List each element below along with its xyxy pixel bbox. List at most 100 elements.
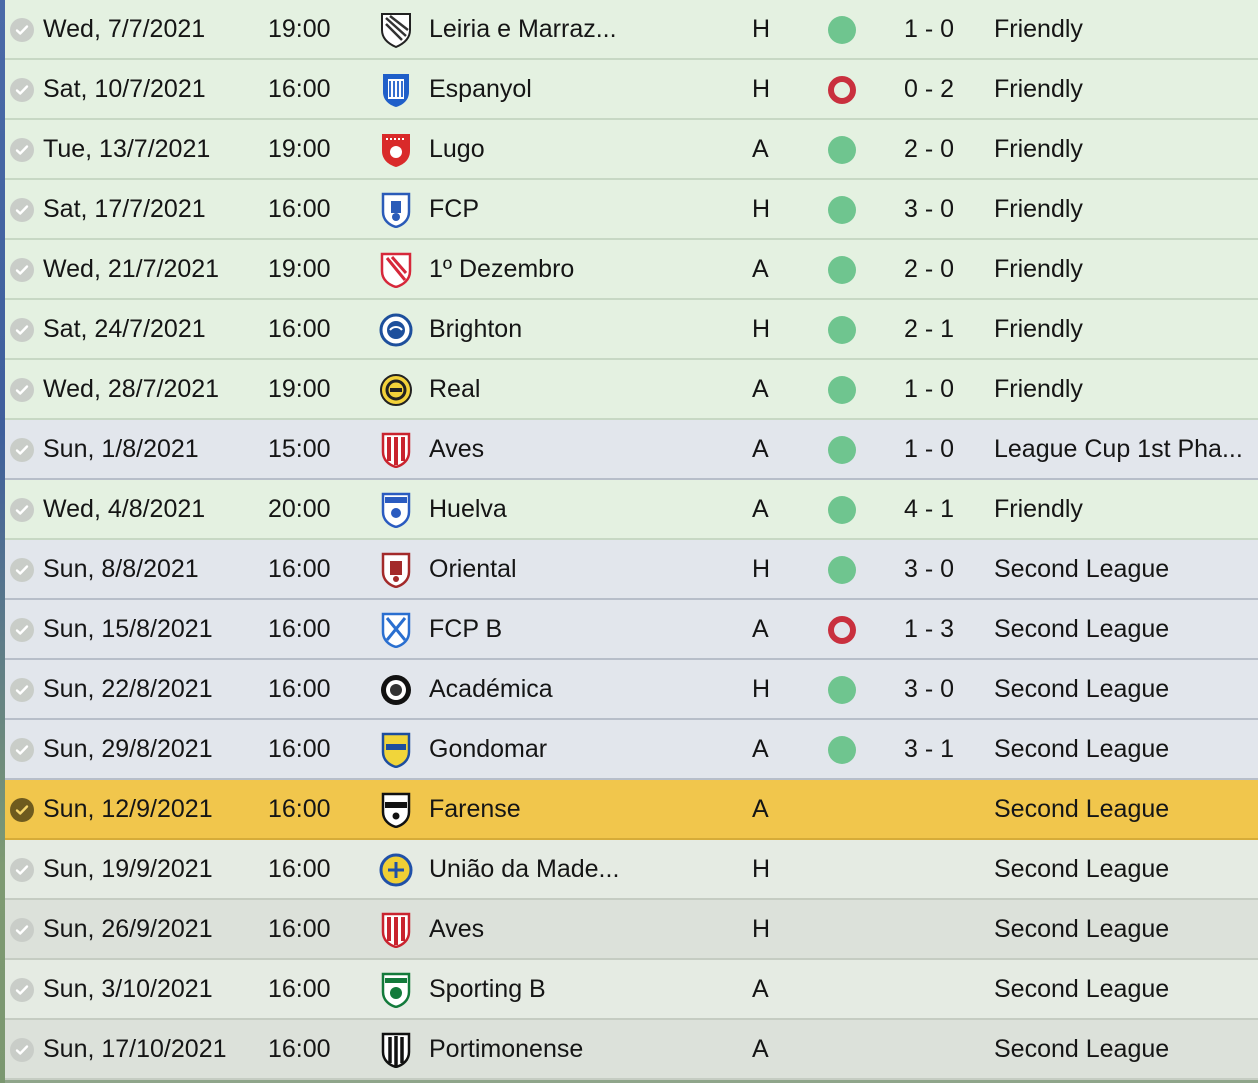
win-result-icon xyxy=(828,436,856,464)
fixture-time: 16:00 xyxy=(268,675,331,703)
match-score: 2 - 1 xyxy=(903,315,955,343)
match-score xyxy=(889,840,969,898)
venue-indicator: A xyxy=(752,255,769,283)
competition-name[interactable]: Second League xyxy=(994,675,1170,703)
fixture-date: Wed, 28/7/2021 xyxy=(43,375,220,403)
opponent-name[interactable]: Brighton xyxy=(429,315,523,343)
team-crest-icon xyxy=(379,612,413,649)
fixture-row[interactable]: Sat, 24/7/2021 16:00 Brighton H 2 - 1 Friendl… xyxy=(5,300,1258,360)
fixture-row[interactable]: Sun, 12/9/2021 16:00 Farense A Second League xyxy=(5,780,1258,840)
match-score: 1 - 3 xyxy=(903,615,955,643)
checkmark-icon xyxy=(10,438,34,462)
opponent-name[interactable]: Oriental xyxy=(429,555,517,583)
fixture-date: Tue, 13/7/2021 xyxy=(43,135,211,163)
opponent-name[interactable]: FCP xyxy=(429,195,479,223)
fixture-time: 16:00 xyxy=(268,735,331,763)
opponent-name[interactable]: Real xyxy=(429,375,481,403)
match-score xyxy=(889,1020,969,1078)
opponent-name[interactable]: Gondomar xyxy=(429,735,548,763)
window-left-edge xyxy=(0,0,5,1083)
checkmark-icon xyxy=(10,678,34,702)
fixture-row[interactable]: Wed, 4/8/2021 20:00 Huelva A 4 - 1 Friendly xyxy=(5,480,1258,540)
venue-indicator: A xyxy=(752,435,769,463)
fixture-row[interactable]: Sun, 8/8/2021 16:00 Oriental H 3 - 0 Second L… xyxy=(5,540,1258,600)
opponent-name[interactable]: Portimonense xyxy=(429,1035,584,1063)
fixture-time: 16:00 xyxy=(268,195,331,223)
competition-name[interactable]: Friendly xyxy=(994,495,1083,523)
fixture-row[interactable]: Tue, 13/7/2021 19:00 Lugo A 2 - 0 Friendly xyxy=(5,120,1258,180)
opponent-name[interactable]: Leiria e Marraz... xyxy=(429,15,617,43)
venue-indicator: H xyxy=(752,15,771,43)
checkmark-icon xyxy=(10,138,34,162)
fixture-time: 19:00 xyxy=(268,375,331,403)
fixture-date: Wed, 21/7/2021 xyxy=(43,255,220,283)
competition-name[interactable]: Friendly xyxy=(994,255,1083,283)
fixture-row[interactable]: Sun, 17/10/2021 16:00 Portimonense A Second … xyxy=(5,1020,1258,1080)
opponent-name[interactable]: Espanyol xyxy=(429,75,532,103)
fixture-date: Sun, 8/8/2021 xyxy=(43,555,199,583)
competition-name[interactable]: League Cup 1st Pha... xyxy=(994,435,1243,463)
win-result-icon xyxy=(828,256,856,284)
fixture-row[interactable]: Wed, 7/7/2021 19:00 Leiria e Marraz... H 1 -… xyxy=(5,0,1258,60)
match-score: 2 - 0 xyxy=(903,255,955,283)
checkmark-icon xyxy=(10,558,34,582)
venue-indicator: H xyxy=(752,75,771,103)
venue-indicator: H xyxy=(752,855,771,883)
loss-result-icon xyxy=(828,616,856,644)
venue-indicator: H xyxy=(752,555,771,583)
competition-name[interactable]: Friendly xyxy=(994,315,1083,343)
fixture-time: 16:00 xyxy=(268,975,331,1003)
fixture-row[interactable]: Sun, 29/8/2021 16:00 Gondomar A 3 - 1 Second … xyxy=(5,720,1258,780)
match-score: 3 - 0 xyxy=(903,195,955,223)
fixture-time: 16:00 xyxy=(268,795,331,823)
fixture-date: Wed, 7/7/2021 xyxy=(43,15,206,43)
opponent-name[interactable]: Aves xyxy=(429,435,485,463)
team-crest-icon xyxy=(379,132,413,168)
match-score: 3 - 0 xyxy=(903,555,955,583)
venue-indicator: A xyxy=(752,975,769,1003)
competition-name[interactable]: Friendly xyxy=(994,195,1083,223)
competition-name[interactable]: Second League xyxy=(994,915,1170,943)
competition-name[interactable]: Friendly xyxy=(994,75,1083,103)
competition-name[interactable]: Second League xyxy=(994,555,1170,583)
competition-name[interactable]: Second League xyxy=(994,855,1170,883)
competition-name[interactable]: Second League xyxy=(994,795,1170,823)
competition-name[interactable]: Friendly xyxy=(994,15,1083,43)
opponent-name[interactable]: Huelva xyxy=(429,495,507,523)
opponent-name[interactable]: Aves xyxy=(429,915,485,943)
fixture-row[interactable]: Wed, 21/7/2021 19:00 1º Dezembro A 2 - 0 Frie… xyxy=(5,240,1258,300)
competition-name[interactable]: Friendly xyxy=(994,135,1083,163)
opponent-name[interactable]: Lugo xyxy=(429,135,485,163)
competition-name[interactable]: Second League xyxy=(994,735,1170,763)
fixture-date: Wed, 4/8/2021 xyxy=(43,495,206,523)
competition-name[interactable]: Friendly xyxy=(994,375,1083,403)
fixture-row[interactable]: Sun, 19/9/2021 16:00 União da Made... H Seco… xyxy=(5,840,1258,900)
venue-indicator: A xyxy=(752,615,769,643)
fixture-row[interactable]: Sun, 26/9/2021 16:00 Aves H Second League xyxy=(5,900,1258,960)
opponent-name[interactable]: União da Made... xyxy=(429,855,620,883)
fixture-row[interactable]: Sun, 15/8/2021 16:00 FCP B A 1 - 3 Second Lea… xyxy=(5,600,1258,660)
checkmark-icon xyxy=(10,18,34,42)
opponent-name[interactable]: Sporting B xyxy=(429,975,546,1003)
fixture-time: 19:00 xyxy=(268,135,331,163)
fixture-date: Sun, 29/8/2021 xyxy=(43,735,213,763)
fixture-row[interactable]: Sat, 10/7/2021 16:00 Espanyol H 0 - 2 Friendl… xyxy=(5,60,1258,120)
venue-indicator: H xyxy=(752,195,771,223)
fixture-row[interactable]: Sun, 1/8/2021 15:00 Aves A 1 - 0 League Cup 1… xyxy=(5,420,1258,480)
fixture-row[interactable]: Sat, 17/7/2021 16:00 FCP H 3 - 0 Friendly xyxy=(5,180,1258,240)
opponent-name[interactable]: FCP B xyxy=(429,615,503,643)
win-result-icon xyxy=(828,16,856,44)
competition-name[interactable]: Second League xyxy=(994,1035,1170,1063)
fixture-row[interactable]: Wed, 28/7/2021 19:00 Real A 1 - 0 Friendly xyxy=(5,360,1258,420)
opponent-name[interactable]: 1º Dezembro xyxy=(429,255,575,283)
fixture-row[interactable]: Sun, 22/8/2021 16:00 Académica H 3 - 0 Second… xyxy=(5,660,1258,720)
fixture-row[interactable]: Sun, 3/10/2021 16:00 Sporting B A Second Lea… xyxy=(5,960,1258,1020)
win-result-icon xyxy=(828,736,856,764)
opponent-name[interactable]: Farense xyxy=(429,795,521,823)
opponent-name[interactable]: Académica xyxy=(429,675,553,703)
team-crest-icon xyxy=(379,972,413,1009)
competition-name[interactable]: Second League xyxy=(994,615,1170,643)
fixture-date: Sun, 26/9/2021 xyxy=(43,915,213,943)
fixture-date: Sun, 22/8/2021 xyxy=(43,675,213,703)
competition-name[interactable]: Second League xyxy=(994,975,1170,1003)
